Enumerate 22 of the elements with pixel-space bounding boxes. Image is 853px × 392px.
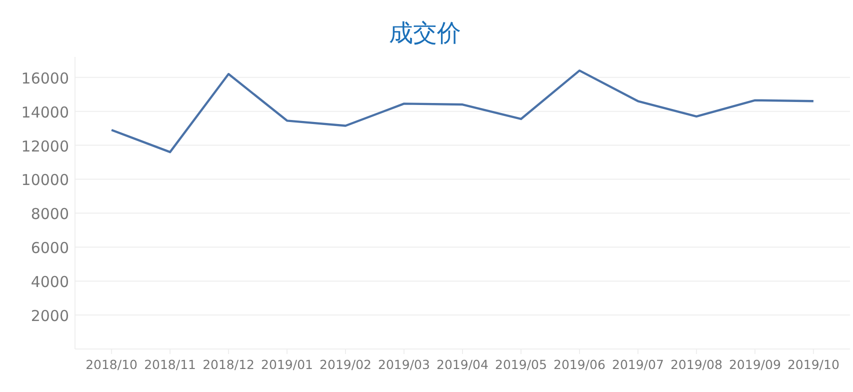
y-tick-label: 12000 (21, 137, 69, 156)
y-tick-label: 14000 (21, 103, 69, 122)
y-tick-label: 16000 (21, 69, 69, 88)
x-tick-label: 2018/10 (86, 357, 138, 372)
x-tick-label: 2019/05 (495, 357, 547, 372)
x-tick-label: 2019/09 (728, 357, 781, 372)
x-tick-label: 2018/11 (144, 357, 196, 372)
y-tick-label: 10000 (21, 171, 69, 190)
x-tick-label: 2019/10 (787, 357, 840, 372)
x-tick-label: 2019/04 (436, 357, 489, 372)
chart-title: 成交价 (389, 19, 461, 47)
y-tick-label: 8000 (30, 205, 69, 224)
x-tick-label: 2019/02 (320, 357, 372, 372)
y-tick-label: 4000 (30, 273, 69, 292)
x-tick-label: 2018/12 (202, 357, 255, 372)
x-tick-label: 2019/07 (612, 357, 664, 372)
y-tick-label: 6000 (30, 239, 69, 258)
y-tick-label: 2000 (30, 307, 69, 326)
x-tick-label: 2019/01 (261, 357, 313, 372)
x-tick-label: 2019/08 (670, 357, 722, 372)
x-tick-label: 2019/03 (378, 357, 430, 372)
x-tick-label: 2019/06 (554, 357, 606, 372)
